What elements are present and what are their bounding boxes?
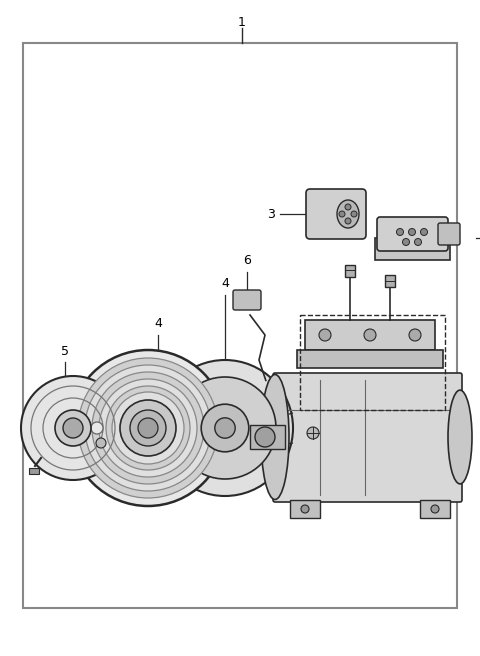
Circle shape [403,239,409,245]
Circle shape [63,418,83,438]
FancyBboxPatch shape [438,223,460,245]
Circle shape [120,400,176,456]
Circle shape [174,377,276,479]
Bar [250,425,285,449]
Text: 5: 5 [61,345,69,358]
Circle shape [339,211,345,217]
Circle shape [409,329,421,341]
Circle shape [85,365,211,491]
Circle shape [345,204,351,210]
Circle shape [408,228,416,236]
Circle shape [92,372,204,484]
Circle shape [351,211,357,217]
Circle shape [319,329,331,341]
Circle shape [201,404,249,452]
Circle shape [431,505,439,513]
Text: 4: 4 [221,277,229,290]
Circle shape [70,350,226,506]
Circle shape [78,358,218,498]
Ellipse shape [261,375,289,499]
FancyBboxPatch shape [233,290,261,310]
Bar [300,315,445,410]
Circle shape [21,376,125,480]
Circle shape [420,228,428,236]
FancyBboxPatch shape [273,373,462,502]
FancyBboxPatch shape [306,189,366,239]
Circle shape [112,392,184,464]
Circle shape [106,386,190,470]
Circle shape [255,427,275,447]
Circle shape [415,239,421,245]
Circle shape [55,410,91,446]
FancyBboxPatch shape [377,217,448,251]
Text: 6: 6 [243,254,251,267]
Bar [23,43,457,608]
Ellipse shape [337,200,359,228]
Circle shape [215,418,235,438]
Circle shape [91,422,103,434]
Text: 4: 4 [154,317,162,330]
Circle shape [138,418,158,438]
Ellipse shape [448,390,472,484]
Circle shape [96,438,106,448]
Bar [290,500,320,518]
Circle shape [345,218,351,224]
Circle shape [157,360,293,496]
Bar [305,320,435,350]
Circle shape [85,416,109,440]
Circle shape [396,228,404,236]
Circle shape [307,427,319,439]
Circle shape [99,379,197,477]
Bar [375,238,450,260]
Bar [385,275,395,287]
Bar [29,468,39,474]
Circle shape [301,505,309,513]
Text: 3: 3 [267,207,275,220]
Bar [345,265,355,277]
Text: 1: 1 [238,16,246,28]
Circle shape [364,329,376,341]
Bar [420,500,450,518]
Bar [297,350,443,368]
Circle shape [130,410,166,446]
